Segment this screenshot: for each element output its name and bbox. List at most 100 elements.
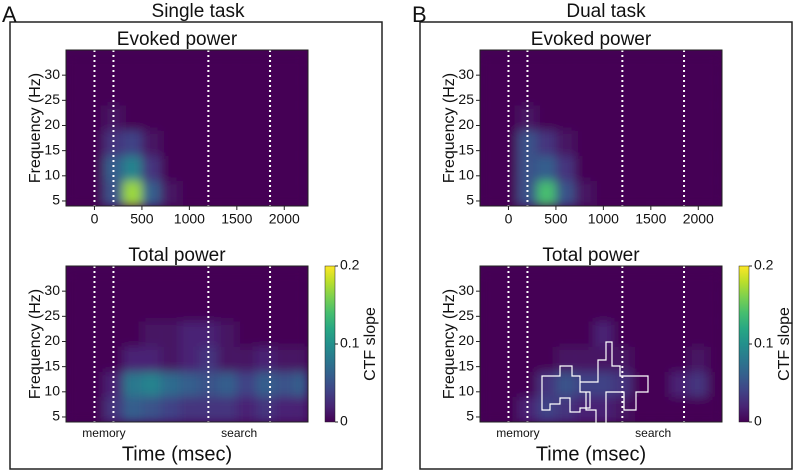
colorbar-label: CTF slope	[776, 307, 793, 381]
heatmap-cell	[669, 296, 689, 322]
heatmap-cell	[517, 296, 537, 322]
heatmap-cell	[517, 396, 537, 422]
heatmap-cell	[274, 105, 294, 131]
heatmap-cell	[293, 321, 308, 347]
heatmap	[66, 50, 308, 206]
heatmap-cell	[293, 155, 308, 181]
heatmap-cell	[536, 180, 556, 206]
heatmap-cell	[498, 371, 518, 397]
colorbar-tick-label: 0.1	[340, 335, 360, 351]
heatmap-cell	[236, 296, 256, 322]
heatmap-cell	[517, 180, 537, 206]
event-label: memory	[82, 426, 125, 440]
heatmap-cell	[274, 321, 294, 347]
y-tick-label: 30	[458, 66, 474, 82]
heatmap-cell	[293, 80, 308, 106]
heatmap-cell	[593, 396, 613, 422]
heatmap-cell	[631, 80, 651, 106]
x-tick-label: 500	[544, 211, 568, 227]
heatmap-cell	[198, 321, 218, 347]
heatmap-cell	[198, 130, 218, 156]
y-axis-label: Frequency (Hz)	[27, 73, 44, 183]
heatmap-cell	[122, 180, 142, 206]
heatmap-cell	[517, 55, 537, 81]
heatmap-cell	[141, 80, 161, 106]
heatmap-cell	[103, 55, 123, 81]
heatmap-cell	[198, 271, 218, 297]
heatmap-cell	[179, 80, 199, 106]
heatmap-cell	[255, 371, 275, 397]
heatmap-cell	[517, 155, 537, 181]
heatmap-cell	[517, 371, 537, 397]
heatmap-cell	[612, 371, 632, 397]
y-tick-label: 10	[458, 383, 474, 399]
panel-frame	[9, 21, 383, 470]
heatmap-cell	[141, 371, 161, 397]
heatmap-cell	[631, 271, 651, 297]
colorbar-tick-label: 0	[754, 413, 762, 429]
heatmap-cell	[612, 130, 632, 156]
heatmap-cell	[217, 180, 237, 206]
heatmap-cell	[198, 346, 218, 372]
heatmap-cell	[141, 296, 161, 322]
heatmap-cell	[593, 105, 613, 131]
heatmap-cell	[612, 80, 632, 106]
heatmap-cell	[593, 80, 613, 106]
heatmap-cell	[103, 105, 123, 131]
heatmap-cell	[122, 271, 142, 297]
heatmap-cell	[631, 130, 651, 156]
heatmap-cell	[217, 396, 237, 422]
heatmap-cell	[217, 296, 237, 322]
plot-frame	[65, 49, 309, 207]
heatmap-cell	[574, 296, 594, 322]
heatmap-cell	[669, 130, 689, 156]
heatmap-cell	[555, 371, 575, 397]
heatmap-cell	[650, 271, 670, 297]
heatmap-cell	[293, 296, 308, 322]
heatmap-cell	[179, 55, 199, 81]
heatmap-cell	[198, 80, 218, 106]
heatmap-cell	[555, 180, 575, 206]
y-tick-label: 5	[466, 408, 474, 424]
y-tick-label: 5	[466, 192, 474, 208]
heatmap-cell	[255, 155, 275, 181]
heatmap-cell	[141, 130, 161, 156]
heatmap-cell	[631, 55, 651, 81]
colorbar-tick-label: 0.2	[340, 257, 360, 273]
panel-title: Dual task	[566, 1, 646, 22]
heatmap-cell	[84, 105, 104, 131]
heatmap-cell	[650, 296, 670, 322]
heatmap-cell	[160, 346, 180, 372]
heatmap-cell	[179, 371, 199, 397]
y-axis-label: Frequency (Hz)	[441, 73, 458, 183]
heatmap-cell	[517, 321, 537, 347]
heatmap-cell	[236, 130, 256, 156]
panel-label: A	[2, 2, 17, 27]
heatmap-cell	[84, 180, 104, 206]
heatmap-cell	[66, 321, 85, 347]
heatmap-cell	[236, 80, 256, 106]
heatmap-cell	[84, 271, 104, 297]
heatmap-cell	[593, 346, 613, 372]
heatmap-cell	[160, 130, 180, 156]
heatmap-cell	[574, 180, 594, 206]
heatmap-cell	[103, 396, 123, 422]
heatmap-cell	[480, 105, 499, 131]
heatmap-cell	[631, 105, 651, 131]
heatmap-cell	[293, 396, 308, 422]
heatmap-cell	[574, 321, 594, 347]
heatmap-cell	[198, 371, 218, 397]
heatmap-cell	[217, 55, 237, 81]
heatmap-cell	[498, 80, 518, 106]
heatmap-cell	[593, 55, 613, 81]
heatmap-cell	[255, 105, 275, 131]
heatmap-cell	[631, 296, 651, 322]
heatmap-cell	[536, 105, 556, 131]
heatmap-cell	[593, 321, 613, 347]
heatmap-cell	[536, 80, 556, 106]
plot-frame	[479, 49, 723, 207]
panel-label: B	[412, 2, 427, 27]
heatmap-cell	[84, 296, 104, 322]
heatmap-cell	[631, 155, 651, 181]
heatmap-cell	[498, 55, 518, 81]
